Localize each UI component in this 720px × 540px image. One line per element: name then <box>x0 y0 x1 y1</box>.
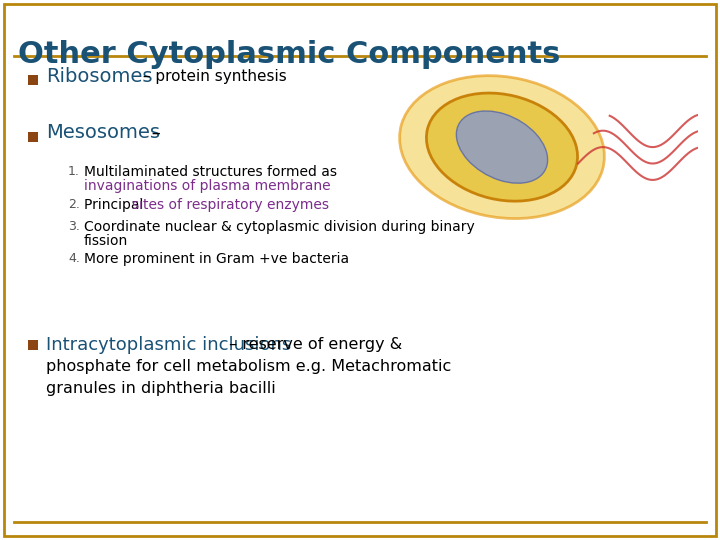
Text: More prominent in Gram +ve bacteria: More prominent in Gram +ve bacteria <box>84 252 349 266</box>
Ellipse shape <box>400 76 604 219</box>
FancyBboxPatch shape <box>28 132 38 142</box>
Text: Other Cytoplasmic Components: Other Cytoplasmic Components <box>18 40 560 69</box>
Text: granules in diphtheria bacilli: granules in diphtheria bacilli <box>46 381 276 396</box>
Text: phosphate for cell metabolism e.g. Metachromatic: phosphate for cell metabolism e.g. Metac… <box>46 360 451 375</box>
FancyBboxPatch shape <box>28 75 38 85</box>
Text: Intracytoplasmic inclusions: Intracytoplasmic inclusions <box>46 336 292 354</box>
Text: Mesosomes: Mesosomes <box>46 124 160 143</box>
Ellipse shape <box>456 111 548 183</box>
Text: Coordinate nuclear & cytoplasmic division during binary: Coordinate nuclear & cytoplasmic divisio… <box>84 220 474 234</box>
Text: Multilaminated structures formed as: Multilaminated structures formed as <box>84 165 341 179</box>
Text: sites of respiratory enzymes: sites of respiratory enzymes <box>132 198 329 212</box>
FancyBboxPatch shape <box>4 4 716 536</box>
Text: Principal: Principal <box>84 198 148 212</box>
Text: 4.: 4. <box>68 252 80 265</box>
Text: 2.: 2. <box>68 198 80 211</box>
Text: –: – <box>146 124 161 142</box>
Text: – reserve of energy &: – reserve of energy & <box>224 338 402 353</box>
Text: 3.: 3. <box>68 220 80 233</box>
Text: fission: fission <box>84 234 128 248</box>
Text: Ribosomes: Ribosomes <box>46 66 153 85</box>
Ellipse shape <box>426 93 577 201</box>
Text: – protein synthesis: – protein synthesis <box>138 69 287 84</box>
FancyBboxPatch shape <box>28 340 38 350</box>
Text: 1.: 1. <box>68 165 80 178</box>
Text: invaginations of plasma membrane: invaginations of plasma membrane <box>84 179 330 193</box>
